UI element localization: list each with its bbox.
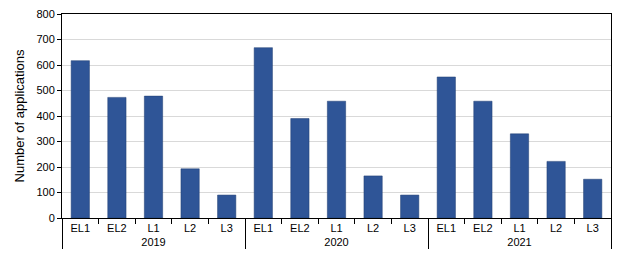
svg-text:100: 100 [36,186,54,198]
svg-text:800: 800 [36,8,54,20]
svg-text:L1: L1 [147,222,159,234]
svg-text:EL1: EL1 [437,222,457,234]
svg-text:L3: L3 [404,222,416,234]
svg-text:EL1: EL1 [71,222,91,234]
svg-text:300: 300 [36,135,54,147]
svg-text:2019: 2019 [141,236,165,248]
svg-text:400: 400 [36,110,54,122]
svg-text:EL1: EL1 [254,222,274,234]
svg-text:EL2: EL2 [107,222,127,234]
svg-text:600: 600 [36,59,54,71]
svg-text:200: 200 [36,161,54,173]
svg-text:L3: L3 [221,222,233,234]
svg-text:Number of applications: Number of applications [12,49,27,182]
svg-text:EL2: EL2 [290,222,310,234]
svg-text:500: 500 [36,84,54,96]
svg-text:L2: L2 [550,222,562,234]
svg-text:L1: L1 [330,222,342,234]
svg-text:L3: L3 [587,222,599,234]
svg-text:0: 0 [49,212,55,224]
svg-text:L2: L2 [184,222,196,234]
svg-text:2021: 2021 [507,236,531,248]
svg-text:L2: L2 [367,222,379,234]
svg-text:EL2: EL2 [473,222,493,234]
svg-text:L1: L1 [513,222,525,234]
svg-text:700: 700 [36,33,54,45]
svg-text:2020: 2020 [324,236,348,248]
